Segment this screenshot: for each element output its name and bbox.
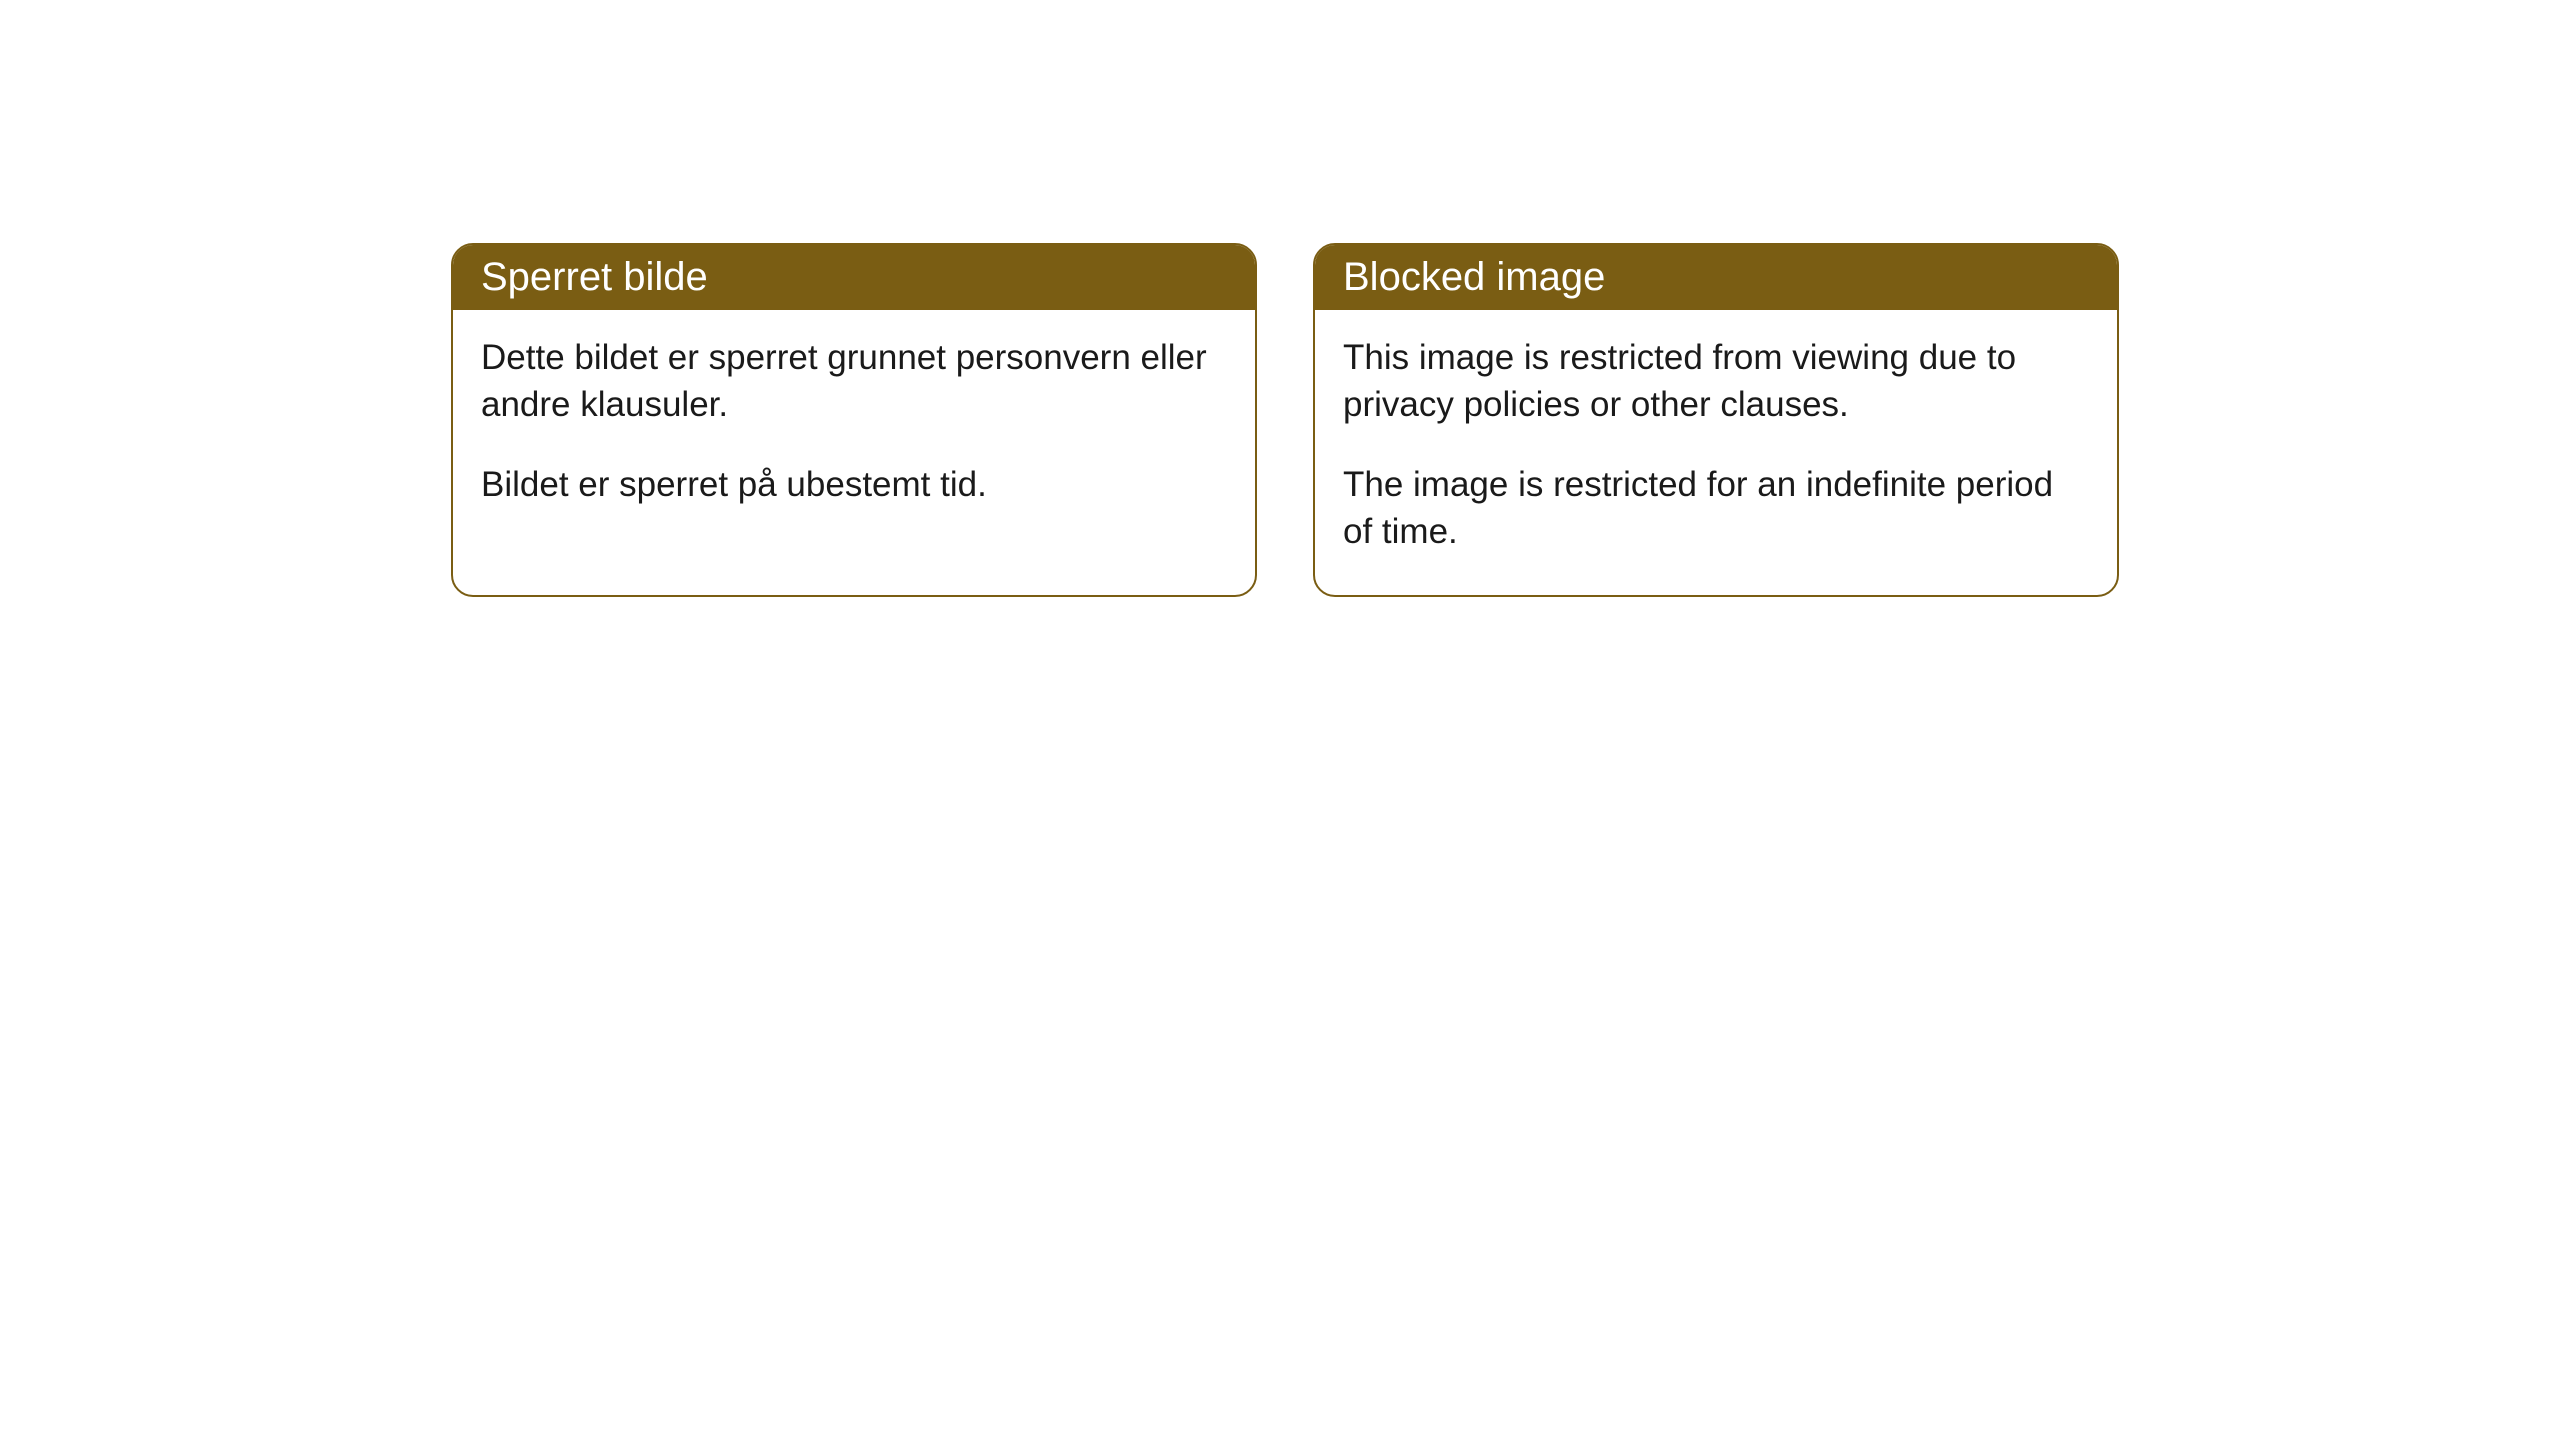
- card-title: Sperret bilde: [481, 255, 708, 299]
- card-header: Blocked image: [1315, 245, 2117, 310]
- card-body: This image is restricted from viewing du…: [1315, 310, 2117, 595]
- card-title: Blocked image: [1343, 255, 1605, 299]
- card-body: Dette bildet er sperret grunnet personve…: [453, 310, 1255, 548]
- card-paragraph: The image is restricted for an indefinit…: [1343, 461, 2089, 556]
- card-paragraph: Bildet er sperret på ubestemt tid.: [481, 461, 1227, 508]
- card-paragraph: This image is restricted from viewing du…: [1343, 334, 2089, 429]
- blocked-image-card-norwegian: Sperret bilde Dette bildet er sperret gr…: [451, 243, 1257, 597]
- notice-container: Sperret bilde Dette bildet er sperret gr…: [0, 0, 2560, 597]
- card-header: Sperret bilde: [453, 245, 1255, 310]
- card-paragraph: Dette bildet er sperret grunnet personve…: [481, 334, 1227, 429]
- blocked-image-card-english: Blocked image This image is restricted f…: [1313, 243, 2119, 597]
